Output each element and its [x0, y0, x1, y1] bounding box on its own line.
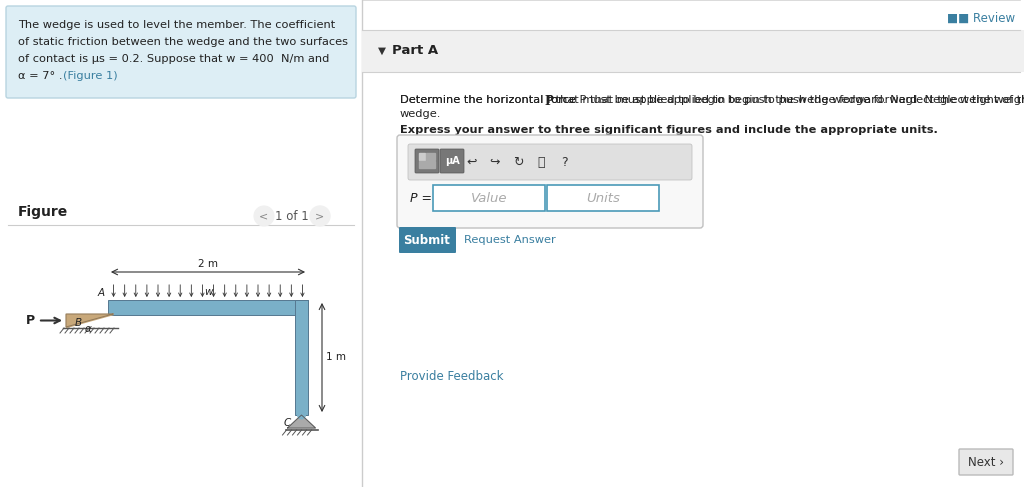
- Text: w: w: [204, 287, 212, 297]
- FancyBboxPatch shape: [6, 6, 356, 98]
- Text: ⬜: ⬜: [538, 155, 545, 169]
- FancyBboxPatch shape: [415, 149, 439, 173]
- Text: Value: Value: [471, 191, 507, 205]
- Text: Request Answer: Request Answer: [464, 235, 556, 245]
- Text: ↪: ↪: [489, 155, 501, 169]
- Text: Determine the horizontal force: Determine the horizontal force: [400, 95, 580, 105]
- Circle shape: [298, 411, 305, 419]
- Text: α = 7° .: α = 7° .: [18, 71, 67, 81]
- Polygon shape: [288, 415, 315, 428]
- Text: that must be applied to begin to push the wedge forward. Neglect the weight of t: that must be applied to begin to push th…: [552, 95, 1024, 105]
- FancyBboxPatch shape: [397, 135, 703, 228]
- Text: wedge.: wedge.: [400, 109, 441, 119]
- Text: ↻: ↻: [513, 155, 523, 169]
- Text: Provide Feedback: Provide Feedback: [400, 370, 504, 383]
- Text: Next ›: Next ›: [968, 455, 1004, 468]
- Text: Determine the horizontal force P that must be applied to begin to push the wedge: Determine the horizontal force P that mu…: [400, 95, 1024, 105]
- Text: μA: μA: [444, 156, 460, 166]
- FancyBboxPatch shape: [362, 30, 1024, 72]
- Polygon shape: [419, 153, 425, 160]
- Circle shape: [310, 206, 330, 226]
- Text: B: B: [75, 318, 82, 328]
- FancyBboxPatch shape: [547, 185, 659, 211]
- Text: 2 m: 2 m: [198, 259, 218, 269]
- Text: >: >: [315, 211, 325, 221]
- Text: Part A: Part A: [392, 44, 438, 57]
- Text: <: <: [259, 211, 268, 221]
- FancyBboxPatch shape: [295, 300, 308, 415]
- Text: The wedge is used to level the member. The coefficient: The wedge is used to level the member. T…: [18, 20, 335, 30]
- Text: (Figure 1): (Figure 1): [63, 71, 118, 81]
- Text: P: P: [544, 95, 553, 108]
- FancyBboxPatch shape: [108, 300, 308, 315]
- FancyBboxPatch shape: [408, 144, 692, 180]
- Text: C: C: [284, 418, 291, 428]
- Text: 1 of 1: 1 of 1: [275, 209, 309, 223]
- Text: 1 m: 1 m: [326, 353, 346, 362]
- Text: Submit: Submit: [403, 233, 451, 246]
- Text: P: P: [26, 314, 35, 327]
- Text: Figure: Figure: [18, 205, 69, 219]
- FancyBboxPatch shape: [959, 449, 1013, 475]
- Text: of contact is μs = 0.2. Suppose that w = 400  N/m and: of contact is μs = 0.2. Suppose that w =…: [18, 54, 330, 64]
- Text: ↩: ↩: [467, 155, 477, 169]
- Polygon shape: [426, 153, 435, 160]
- Text: ▼: ▼: [378, 46, 386, 56]
- Polygon shape: [66, 314, 113, 327]
- Text: α: α: [85, 324, 91, 334]
- Text: ?: ?: [561, 155, 567, 169]
- Text: ■■ Review: ■■ Review: [947, 12, 1015, 25]
- Polygon shape: [419, 161, 435, 168]
- Text: P =: P =: [410, 191, 432, 205]
- Circle shape: [254, 206, 274, 226]
- Text: A: A: [98, 288, 105, 298]
- Text: of static friction between the wedge and the two surfaces: of static friction between the wedge and…: [18, 37, 348, 47]
- FancyBboxPatch shape: [433, 185, 545, 211]
- Text: Express your answer to three significant figures and include the appropriate uni: Express your answer to three significant…: [400, 125, 938, 135]
- FancyBboxPatch shape: [440, 149, 464, 173]
- Text: Units: Units: [586, 191, 620, 205]
- FancyBboxPatch shape: [399, 227, 456, 253]
